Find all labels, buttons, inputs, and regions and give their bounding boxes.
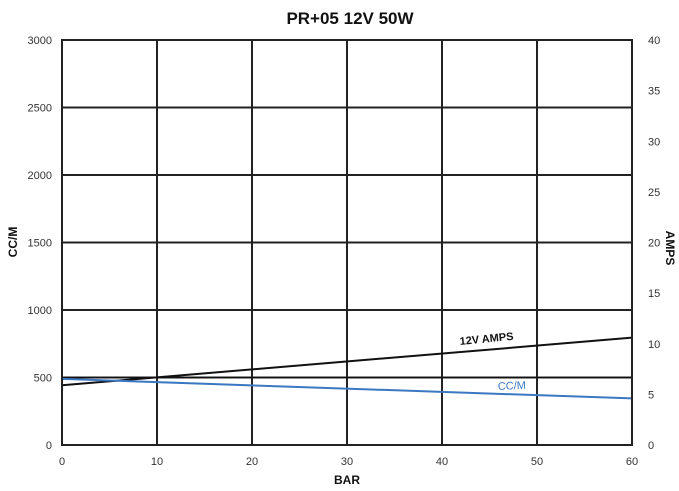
chart-title: PR+05 12V 50W <box>286 9 414 28</box>
y2-tick-label: 5 <box>648 389 654 401</box>
y2-tick-label: 35 <box>648 86 660 98</box>
x-tick-label: 50 <box>531 456 543 468</box>
y-tick-label: 0 <box>46 440 52 452</box>
y2-axis-label: AMPS <box>663 231 677 266</box>
x-tick-label: 20 <box>246 456 258 468</box>
y2-tick-label: 30 <box>648 136 660 148</box>
x-tick-label: 30 <box>341 456 353 468</box>
y-tick-label: 3000 <box>28 35 52 47</box>
x-tick-label: 0 <box>59 456 65 468</box>
y-tick-label: 2000 <box>28 170 52 182</box>
y-tick-label: 1000 <box>28 305 52 317</box>
y2-tick-label: 10 <box>648 339 660 351</box>
series-line <box>61 377 633 400</box>
x-tick-label: 40 <box>436 456 448 468</box>
y2-tick-label: 25 <box>648 187 660 199</box>
x-tick-label: 60 <box>626 456 638 468</box>
y2-tick-label: 40 <box>648 35 660 47</box>
x-axis-label: BAR <box>334 473 360 487</box>
plot-frame <box>61 39 633 446</box>
y2-tick-label: 20 <box>648 238 660 250</box>
y-tick-label: 1500 <box>28 238 52 250</box>
y-axis-label: CC/M <box>6 227 20 258</box>
x-tick-label: 10 <box>151 456 163 468</box>
y-tick-label: 500 <box>34 373 52 385</box>
series-label: CC/M <box>498 380 527 393</box>
tick-labels: 0 10 20 30 40 50 60 0 500 1000 1500 2000 2500 3000 0 5 1… <box>28 35 661 468</box>
series-layer: 12V AMPS CC/M <box>61 331 633 400</box>
y2-tick-label: 0 <box>648 440 654 452</box>
series-line <box>61 336 633 387</box>
series-label: 12V AMPS <box>459 331 514 348</box>
y2-tick-label: 15 <box>648 288 660 300</box>
y-tick-label: 2500 <box>28 103 52 115</box>
